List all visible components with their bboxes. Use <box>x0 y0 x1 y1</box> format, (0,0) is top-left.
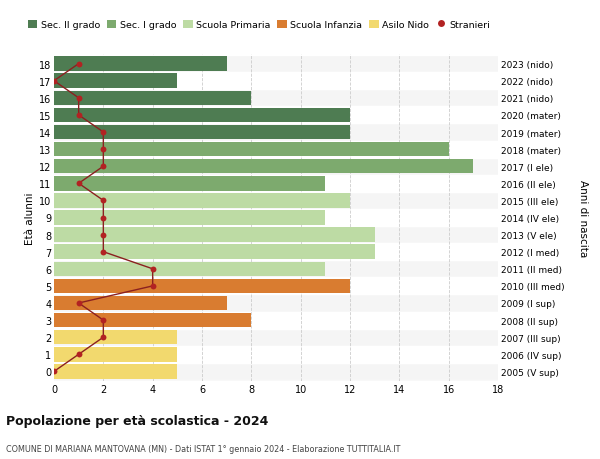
Bar <box>54 74 178 89</box>
Point <box>148 266 157 273</box>
Bar <box>54 347 178 362</box>
Bar <box>54 245 374 259</box>
Bar <box>54 211 325 225</box>
Bar <box>54 124 498 141</box>
Bar <box>54 279 350 293</box>
Bar <box>54 261 498 278</box>
Bar <box>54 56 498 73</box>
Point <box>148 283 157 290</box>
Y-axis label: Età alunni: Età alunni <box>25 192 35 244</box>
Point <box>74 180 83 188</box>
Bar <box>54 57 227 72</box>
Point <box>74 61 83 68</box>
Bar <box>54 364 178 379</box>
Point <box>74 112 83 119</box>
Bar <box>54 227 498 244</box>
Bar <box>54 160 473 174</box>
Point <box>98 197 108 205</box>
Point <box>49 78 59 85</box>
Point <box>98 129 108 136</box>
Bar <box>54 91 251 106</box>
Point <box>49 368 59 375</box>
Bar <box>54 228 374 242</box>
Point <box>74 300 83 307</box>
Point <box>74 351 83 358</box>
Point <box>98 334 108 341</box>
Bar <box>54 194 350 208</box>
Point <box>98 214 108 222</box>
Bar <box>54 313 251 328</box>
Bar <box>54 192 498 209</box>
Point <box>98 146 108 153</box>
Bar <box>54 262 325 276</box>
Y-axis label: Anni di nascita: Anni di nascita <box>578 179 588 257</box>
Bar <box>54 177 325 191</box>
Point <box>98 248 108 256</box>
Bar <box>54 296 227 311</box>
Bar <box>54 125 350 140</box>
Bar <box>54 90 498 107</box>
Bar <box>54 295 498 312</box>
Bar <box>54 108 350 123</box>
Point <box>98 231 108 239</box>
Text: COMUNE DI MARIANA MANTOVANA (MN) - Dati ISTAT 1° gennaio 2024 - Elaborazione TUT: COMUNE DI MARIANA MANTOVANA (MN) - Dati … <box>6 444 400 453</box>
Point <box>74 95 83 102</box>
Bar <box>54 158 498 175</box>
Bar <box>54 363 498 380</box>
Legend: Sec. II grado, Sec. I grado, Scuola Primaria, Scuola Infanzia, Asilo Nido, Stran: Sec. II grado, Sec. I grado, Scuola Prim… <box>28 21 490 30</box>
Bar <box>54 330 178 345</box>
Bar <box>54 143 449 157</box>
Bar <box>54 329 498 346</box>
Text: Popolazione per età scolastica - 2024: Popolazione per età scolastica - 2024 <box>6 414 268 428</box>
Point <box>98 163 108 170</box>
Point <box>98 317 108 324</box>
